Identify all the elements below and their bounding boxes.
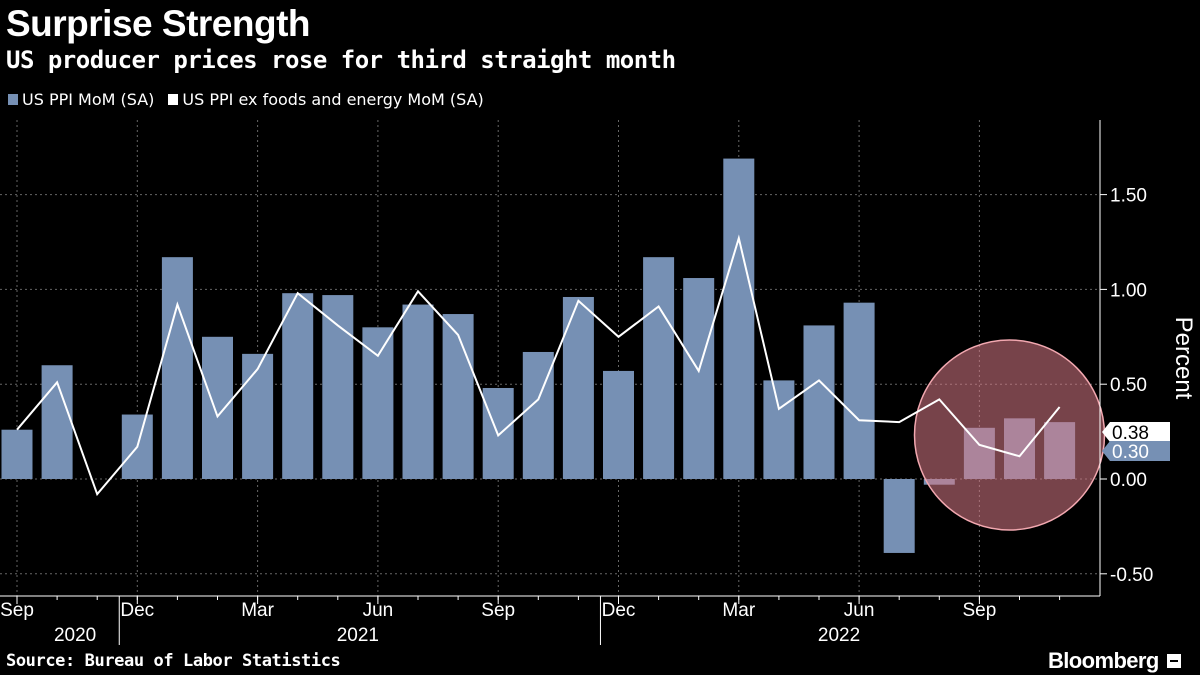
legend-item-core-ppi: US PPI ex foods and energy MoM (SA)	[168, 90, 484, 109]
end-label-flag	[1102, 441, 1170, 461]
brand-name: Bloomberg	[1048, 648, 1159, 673]
bar	[603, 370, 634, 479]
bar	[843, 302, 875, 479]
y-tick-label: 0.00	[1110, 470, 1147, 491]
end-label-value: 0.30	[1112, 442, 1149, 463]
bar	[643, 257, 675, 479]
bar	[322, 295, 354, 479]
gridlines	[0, 120, 1100, 596]
bar	[362, 327, 394, 479]
bar	[161, 257, 193, 479]
end-labels: 0.380.30	[1102, 422, 1170, 463]
x-tick-label: Mar	[722, 600, 755, 621]
chart-subtitle: US producer prices rose for third straig…	[6, 46, 676, 74]
legend-swatch-core-ppi	[168, 94, 179, 105]
y-tick-label: -0.50	[1110, 565, 1153, 586]
legend-label-ppi: US PPI MoM (SA)	[22, 90, 155, 109]
bar	[1, 429, 33, 479]
x-tick-label: Sep	[962, 600, 996, 621]
legend-item-ppi: US PPI MoM (SA)	[8, 90, 154, 109]
x-tick-label: Sep	[481, 600, 515, 621]
highlight-circle	[913, 339, 1106, 531]
x-tick-label: Dec	[602, 600, 636, 621]
chart-title: Surprise Strength	[6, 3, 311, 44]
y-axis-title: Percent	[1170, 317, 1197, 400]
bar	[442, 314, 474, 479]
legend-swatch-ppi	[8, 94, 18, 105]
bar	[883, 479, 915, 553]
y-tick-label: 1.00	[1110, 280, 1147, 301]
x-tick-label: Sep	[0, 600, 34, 621]
line-series	[16, 234, 1061, 497]
x-tick-label: Jun	[363, 600, 394, 621]
x-tick-label: Jun	[844, 600, 875, 621]
highlight-annotation	[913, 339, 1106, 531]
bar	[803, 325, 835, 479]
bar	[202, 336, 233, 479]
bar	[402, 304, 434, 479]
bar	[282, 293, 314, 479]
y-tick-label: 1.50	[1110, 186, 1147, 207]
legend: US PPI MoM (SA) US PPI ex foods and ener…	[8, 90, 484, 109]
x-year-label: 2020	[54, 625, 96, 646]
axes: -0.50 0.00 0.50 1.00 1.50 Sep Dec Mar Jun Sep Dec M…	[0, 120, 1197, 646]
bar	[683, 278, 715, 479]
x-year-label: 2022	[818, 625, 860, 646]
bar	[723, 158, 755, 480]
source-note: Source: Bureau of Labor Statistics	[6, 651, 341, 671]
bar	[242, 353, 274, 479]
x-tick-label: Dec	[120, 600, 154, 621]
end-label-value: 0.38	[1112, 423, 1149, 444]
legend-label-core-ppi: US PPI ex foods and energy MoM (SA)	[182, 90, 484, 109]
x-tick-label: Mar	[241, 600, 274, 621]
bar	[763, 380, 795, 479]
y-tick-label: 0.50	[1110, 375, 1147, 396]
x-year-label: 2021	[337, 625, 379, 646]
brand-logo: Bloomberg	[1048, 648, 1181, 674]
bar	[562, 296, 594, 479]
brand-icon	[1166, 654, 1181, 668]
end-label-flag	[1102, 422, 1170, 442]
